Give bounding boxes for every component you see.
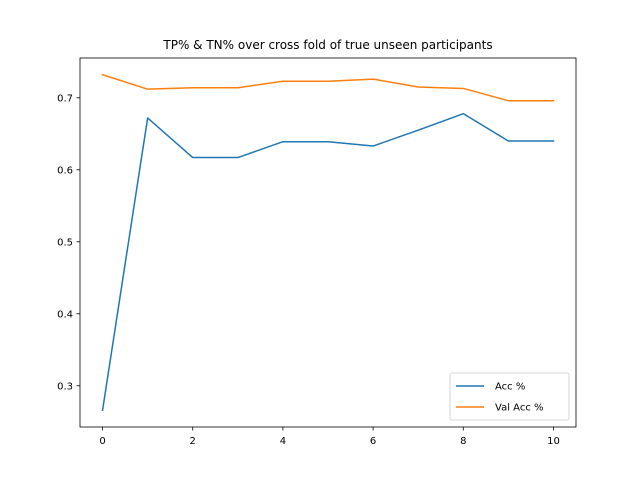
plot-area: 0 2 4 6 8 10 0.3 0.4 0.5 0.6 0.7 <box>57 57 577 447</box>
y-tick-label: 0.7 <box>57 93 73 104</box>
legend-label-val-acc: Val Acc % <box>495 403 544 414</box>
chart-title: TP% & TN% over cross fold of true unseen… <box>162 38 492 52</box>
legend-box <box>449 372 570 421</box>
x-tick-label: 8 <box>460 436 466 447</box>
x-tick-label: 6 <box>370 436 376 447</box>
series-line-acc <box>101 112 555 412</box>
legend: Acc % Val Acc % <box>449 372 570 421</box>
legend-label-acc: Acc % <box>495 382 525 393</box>
x-tick-label: 2 <box>190 436 196 447</box>
y-tick-label: 0.4 <box>57 309 73 320</box>
x-tick-label: 10 <box>547 436 560 447</box>
y-tick-label: 0.5 <box>57 237 73 248</box>
x-tick-label: 0 <box>99 436 105 447</box>
axes-frame <box>79 57 577 428</box>
y-tick-label: 0.6 <box>57 165 73 176</box>
y-tick-label: 0.3 <box>57 381 73 392</box>
x-tick-label: 4 <box>280 436 286 447</box>
series-line-val-acc <box>101 73 555 102</box>
